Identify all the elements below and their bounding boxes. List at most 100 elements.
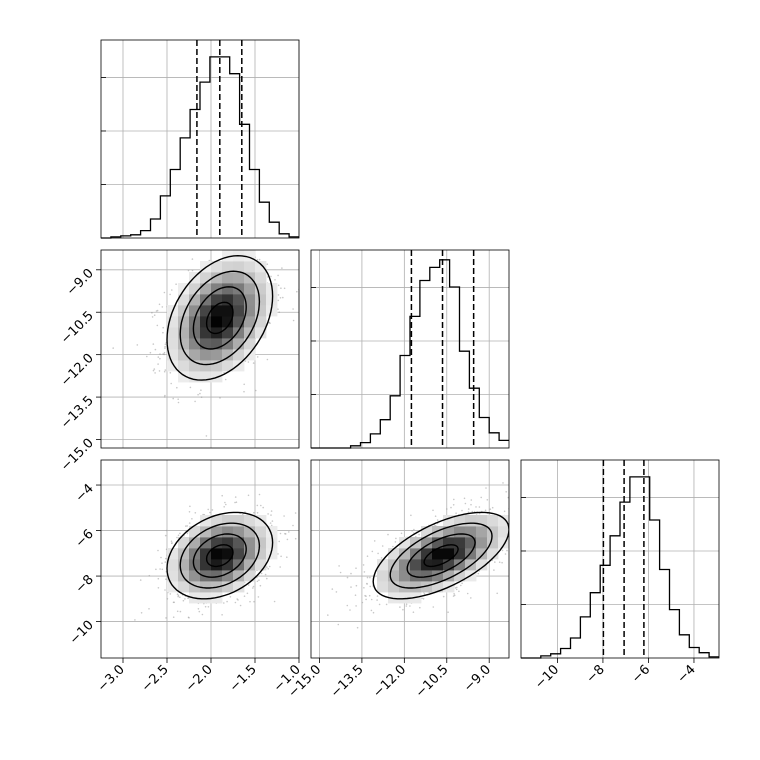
scatter-point <box>380 557 383 559</box>
scatter-point <box>151 316 154 318</box>
scatter-point <box>112 347 114 349</box>
scatter-point <box>266 577 268 580</box>
scatter-point <box>271 520 274 522</box>
scatter-point <box>152 343 155 345</box>
scatter-point <box>239 245 241 247</box>
density-cell <box>189 283 201 295</box>
scatter-point <box>327 614 329 616</box>
scatter-point <box>279 566 282 568</box>
hist-frame-0 <box>100 39 300 239</box>
scatter-point <box>283 515 285 517</box>
density-cell <box>454 515 466 527</box>
scatter-point <box>270 524 273 527</box>
scatter-point <box>219 397 221 399</box>
density-cell <box>178 559 190 571</box>
scatter-point <box>464 502 467 505</box>
scatter-point <box>267 568 270 570</box>
density-cell <box>244 261 256 273</box>
scatter-point <box>491 506 494 509</box>
x-tick-label-2-3: −4 <box>675 662 699 686</box>
scatter-point <box>370 609 373 612</box>
density-cell <box>211 338 223 350</box>
density-cell <box>222 559 234 571</box>
histogram-0 <box>101 56 299 239</box>
density-cell <box>211 537 223 549</box>
scatter-point <box>164 343 167 346</box>
scatter-point <box>493 569 495 571</box>
scatter-point <box>471 510 474 513</box>
scatter-point <box>191 258 194 260</box>
density-cell <box>211 316 223 328</box>
scatter-point <box>363 571 366 573</box>
scatter-point <box>516 536 518 538</box>
density-cell <box>421 570 433 582</box>
scatter-point <box>516 513 518 515</box>
scatter-point <box>280 555 282 558</box>
scatter-point <box>402 608 404 611</box>
scatter-point <box>149 351 152 354</box>
histogram-1 <box>311 259 509 449</box>
density-cell <box>432 581 444 593</box>
scatter-point <box>356 626 359 629</box>
scatter-point <box>164 561 167 563</box>
density-cell <box>222 526 234 538</box>
scatter-point <box>453 593 455 595</box>
density-cell <box>244 316 256 328</box>
scatter-point <box>286 556 288 558</box>
density-cell <box>222 305 234 317</box>
density-cell <box>443 526 455 538</box>
scatter-point <box>413 528 415 531</box>
density-cell <box>189 294 201 306</box>
scatter-point <box>164 369 167 371</box>
scatter-point <box>419 606 421 609</box>
scatter-point <box>512 541 514 543</box>
density-cell <box>465 526 477 538</box>
x-tick-label-1-3: −10.5 <box>413 662 452 701</box>
scatter-point <box>489 508 492 511</box>
density-cell <box>266 526 278 538</box>
density-cell <box>454 548 466 560</box>
x-tick-label-1-1: −13.5 <box>328 662 367 701</box>
scatter-point <box>172 616 175 618</box>
scatter-point <box>269 322 271 325</box>
scatter-point <box>243 595 246 597</box>
scatter-point <box>436 519 439 521</box>
pair-frame-0 <box>100 249 300 449</box>
scatter-point <box>234 496 237 498</box>
scatter-point <box>279 532 282 535</box>
scatter-point <box>201 613 204 616</box>
scatter-point <box>518 519 520 521</box>
density-cell <box>222 250 234 262</box>
scatter-point <box>256 504 259 507</box>
density-cell <box>255 559 267 571</box>
scatter-point <box>223 602 225 604</box>
scatter-point <box>158 370 161 372</box>
density-cell <box>454 526 466 538</box>
density-cell <box>476 559 488 571</box>
density-cell <box>178 581 190 593</box>
scatter-point <box>355 584 358 587</box>
y-tick-label-2-2: −6 <box>73 527 97 551</box>
density-cell <box>233 327 245 339</box>
scatter-point <box>235 243 237 245</box>
scatter-point <box>515 508 517 510</box>
density-cell <box>244 283 256 295</box>
density-cell <box>233 581 245 593</box>
density-cell <box>443 537 455 549</box>
density-cell <box>255 316 267 328</box>
scatter-point <box>355 567 357 569</box>
density-cell <box>410 570 422 582</box>
density-cell <box>233 316 245 328</box>
contour-1-2 <box>179 522 261 589</box>
scatter-point <box>355 605 357 607</box>
scatter-point <box>157 587 160 589</box>
scatter-point <box>470 503 472 506</box>
density-cell <box>167 360 179 372</box>
density-cell <box>377 559 389 571</box>
scatter-point <box>505 491 508 493</box>
scatter-point <box>480 496 483 499</box>
density-cell <box>244 570 256 582</box>
density-cell <box>233 294 245 306</box>
density-cell <box>244 548 256 560</box>
contour-2-2 <box>389 522 493 589</box>
